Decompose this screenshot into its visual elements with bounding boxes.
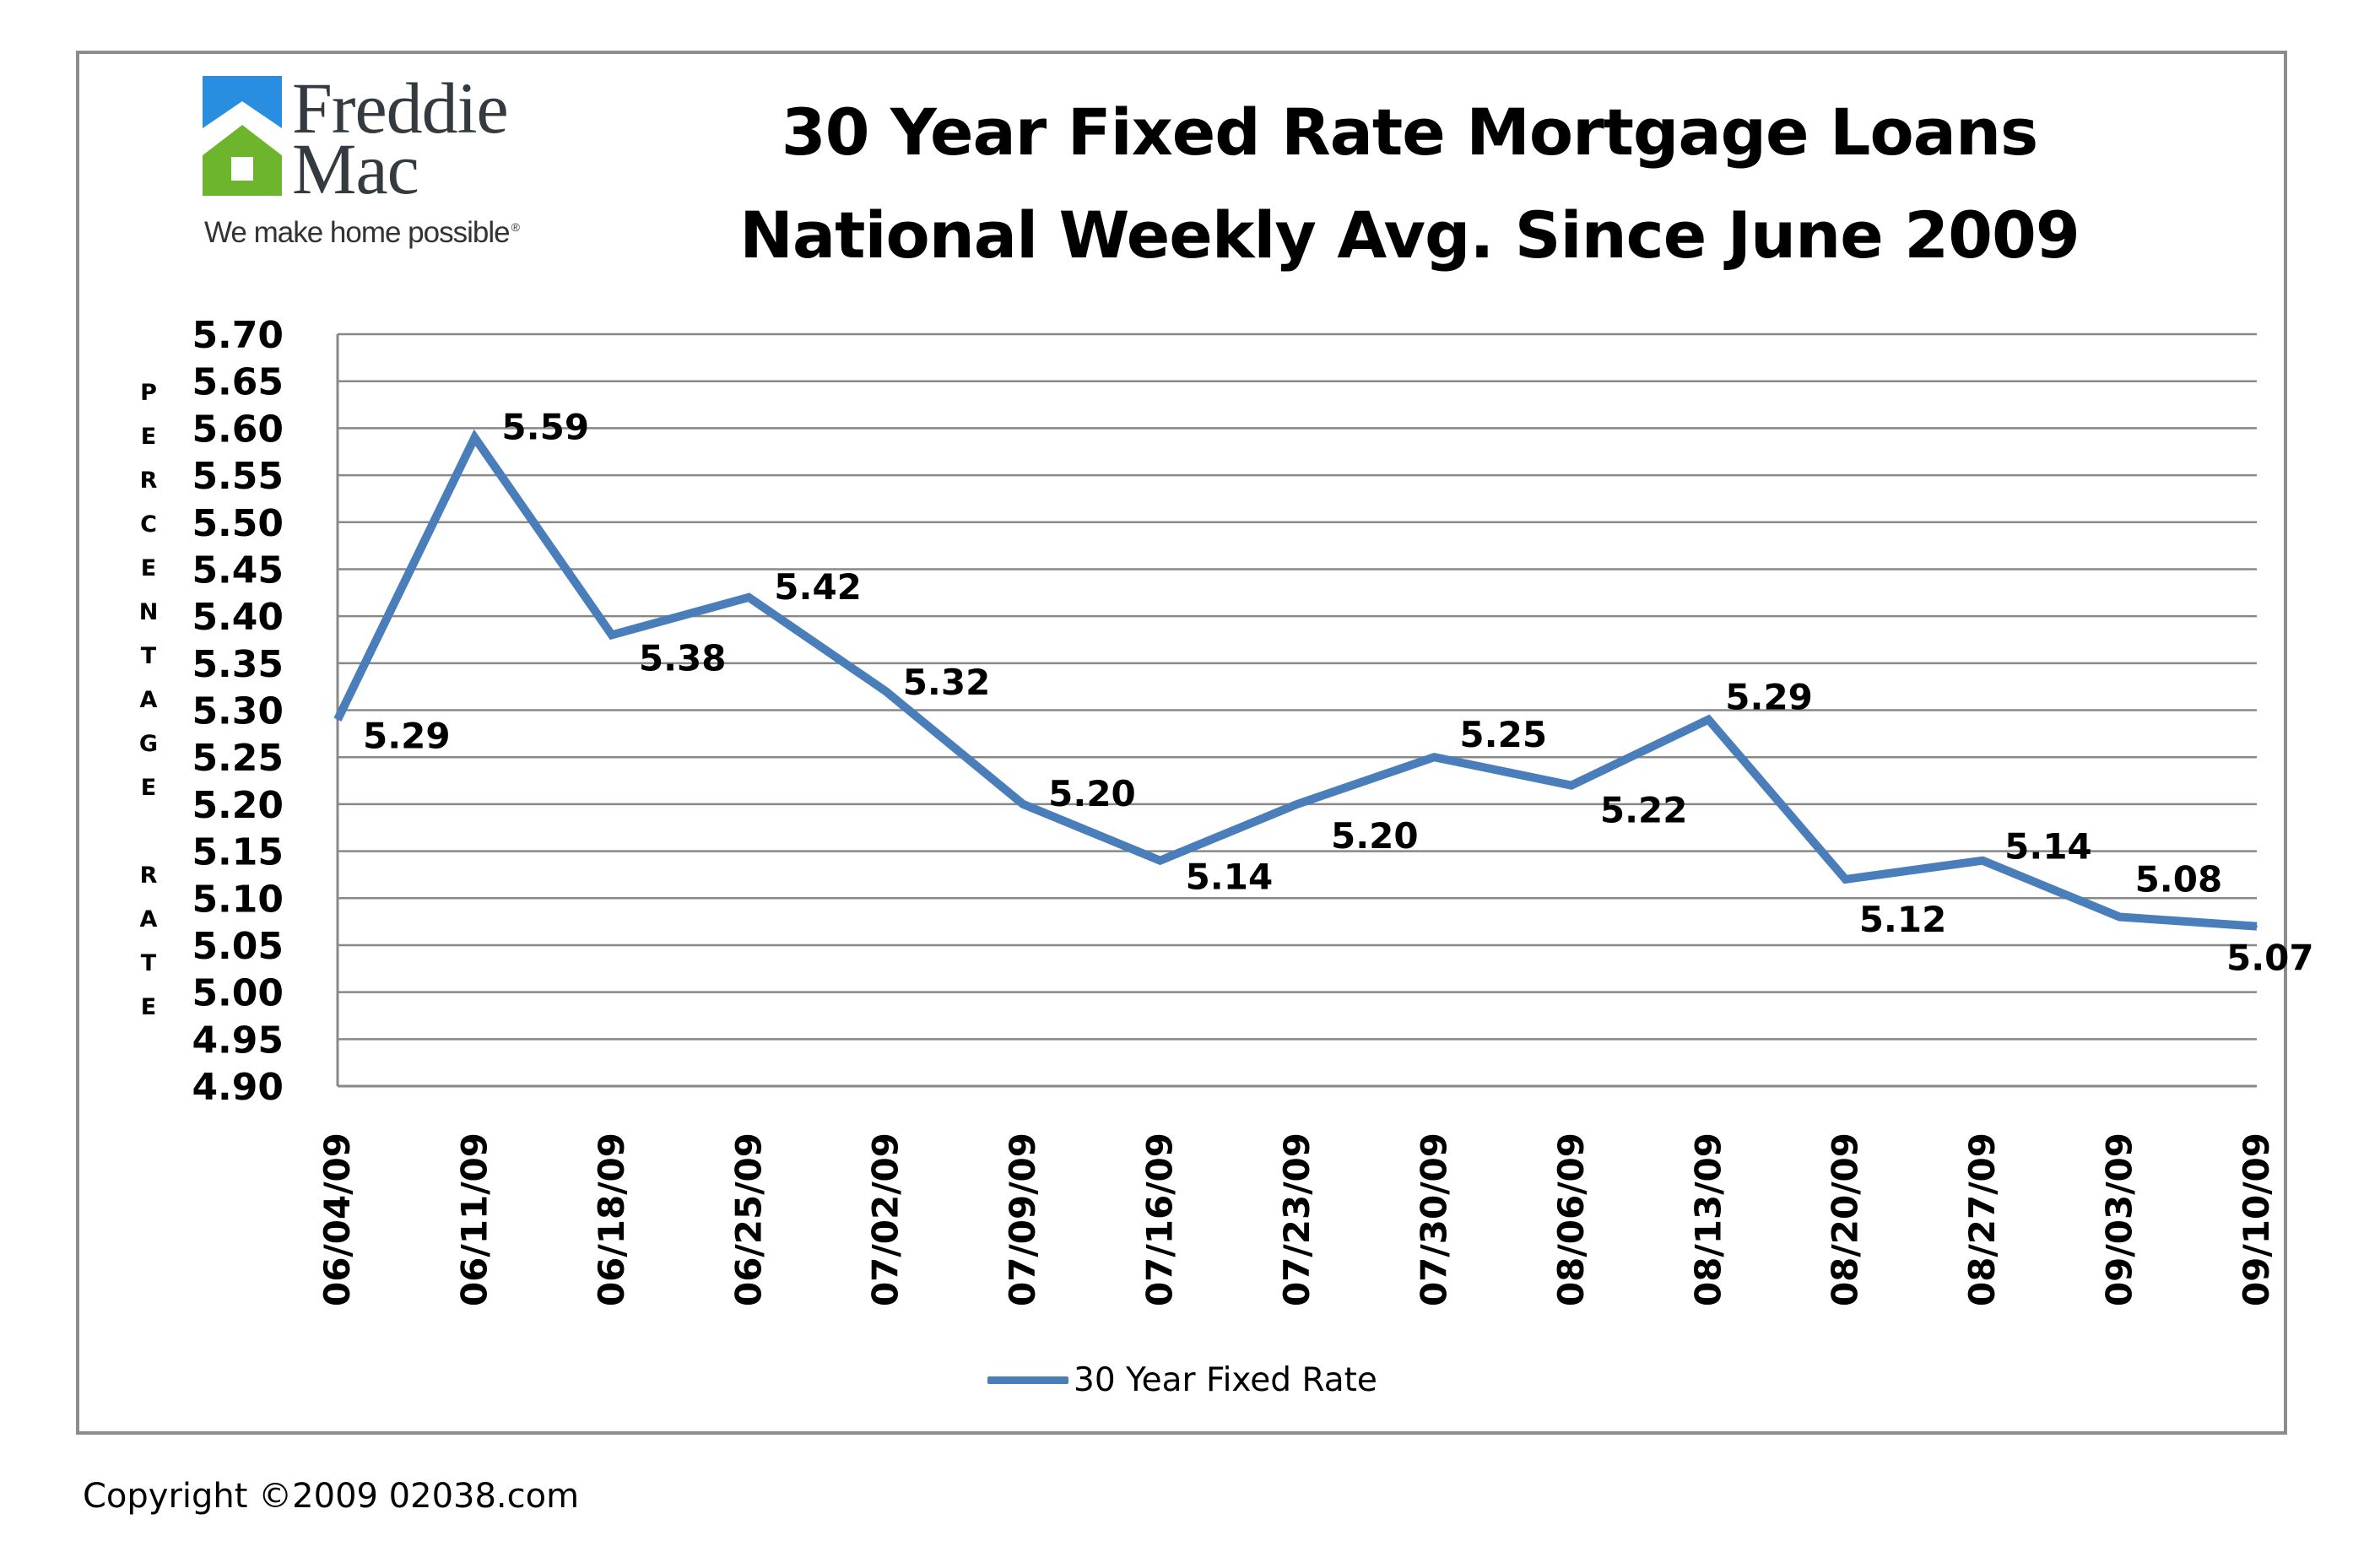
data-label: 5.32 <box>903 662 991 703</box>
logo-tagline: We make home possible ® <box>204 216 520 250</box>
chart-title-line2: National Weekly Avg. Since June 2009 <box>739 197 2080 273</box>
legend-label: 30 Year Fixed Rate <box>1074 1360 1377 1399</box>
chart-title-line1: 30 Year Fixed Rate Mortgage Loans <box>781 95 2039 170</box>
x-tick-label: 07/16/09 <box>1139 1133 1181 1306</box>
x-tick-label: 08/06/09 <box>1550 1133 1592 1306</box>
x-tick-label: 06/25/09 <box>728 1133 769 1306</box>
y-tick-label: 5.65 <box>192 361 284 404</box>
logo-name-line1: Freddie <box>292 68 509 149</box>
y-tick-labels: 4.904.955.005.055.105.155.205.255.305.35… <box>192 314 284 1109</box>
data-label: 5.29 <box>363 716 451 757</box>
y-tick-label: 5.35 <box>192 643 284 686</box>
y-tick-label: 4.95 <box>192 1019 284 1062</box>
data-label: 5.08 <box>2135 859 2223 900</box>
x-tick-label: 07/09/09 <box>1002 1133 1043 1306</box>
y-axis-label-letter: T <box>140 643 157 669</box>
data-point <box>2118 916 2121 918</box>
data-label: 5.22 <box>1600 790 1688 831</box>
logo-name-line2: Mac <box>292 128 419 209</box>
x-tick-label: 09/03/09 <box>2099 1133 2140 1306</box>
y-tick-label: 5.20 <box>192 784 284 827</box>
data-label: 5.59 <box>501 407 589 448</box>
copyright-text: Copyright ©2009 02038.com <box>83 1477 580 1516</box>
y-tick-label: 5.45 <box>192 549 284 592</box>
y-axis-label-letter: E <box>140 424 157 450</box>
gridlines <box>338 333 2257 1041</box>
data-label: 5.20 <box>1048 773 1136 814</box>
data-label: 5.29 <box>1725 677 1813 718</box>
logo-tagline-text: We make home possible <box>204 216 511 249</box>
x-tick-label: 08/20/09 <box>1825 1133 1866 1306</box>
data-point <box>1433 756 1436 759</box>
y-tick-label: 5.55 <box>192 455 284 498</box>
y-axis-label-letter: P <box>140 380 157 406</box>
data-label: 5.14 <box>1186 857 1274 898</box>
legend: 30 Year Fixed Rate <box>987 1359 1377 1401</box>
y-tick-label: 5.05 <box>192 925 284 968</box>
y-tick-label: 5.40 <box>192 596 284 639</box>
y-axis-label-letter: R <box>139 862 158 889</box>
y-tick-label: 5.50 <box>192 502 284 545</box>
y-axis-label-letter: C <box>140 511 157 538</box>
y-tick-label: 5.70 <box>192 314 284 357</box>
y-tick-label: 4.90 <box>192 1066 284 1109</box>
y-tick-label: 5.60 <box>192 408 284 451</box>
data-point <box>1296 803 1298 805</box>
data-label: 5.07 <box>2226 938 2314 979</box>
data-point <box>337 718 338 721</box>
y-axis-label-letter: E <box>140 994 157 1020</box>
data-point <box>1844 878 1847 880</box>
legend-swatch <box>987 1376 1068 1384</box>
y-axis-label-letter: R <box>139 468 158 494</box>
chart-frame <box>76 51 2287 1435</box>
data-point <box>1570 784 1572 787</box>
y-axis-label-letter: E <box>140 555 157 581</box>
data-label: 5.20 <box>1331 815 1419 857</box>
y-tick-label: 5.00 <box>192 972 284 1015</box>
y-axis-label-letter: A <box>139 906 158 933</box>
y-tick-label: 5.15 <box>192 831 284 874</box>
data-label: 5.42 <box>774 566 862 608</box>
data-point <box>1982 859 1984 862</box>
data-point <box>473 436 476 439</box>
x-tick-label: 07/23/09 <box>1276 1133 1317 1306</box>
data-point <box>2256 925 2258 927</box>
y-axis-label-letter: A <box>139 687 158 713</box>
data-label: 5.38 <box>639 637 727 679</box>
series-line-30-year-fixed-rate <box>333 429 2258 931</box>
data-point <box>1159 859 1161 862</box>
y-axis-label-letter: N <box>138 599 159 625</box>
data-label: 5.14 <box>2004 826 2092 868</box>
freddie-mac-logo: Freddie Mac We make home possible ® <box>203 68 641 260</box>
data-labels: 5.29 5.59 5.38 5.42 5.32 5.20 5.14 5.20 5.25 5.22… <box>363 407 2314 979</box>
data-point <box>1022 803 1025 805</box>
data-point <box>748 596 750 598</box>
x-tick-label: 06/04/09 <box>316 1133 358 1306</box>
series-layer <box>333 429 2258 931</box>
x-tick-label: 07/30/09 <box>1413 1133 1454 1306</box>
x-tick-label: 08/27/09 <box>1961 1133 2003 1306</box>
x-tick-label: 09/10/09 <box>2236 1133 2277 1306</box>
house-logo-icon <box>203 76 282 196</box>
x-tick-label: 06/18/09 <box>591 1133 632 1306</box>
y-tick-label: 5.30 <box>192 690 284 733</box>
y-axis-label-letter: G <box>138 731 159 757</box>
registered-mark: ® <box>511 220 520 235</box>
y-tick-label: 5.10 <box>192 878 284 921</box>
data-label: 5.12 <box>1859 899 1947 940</box>
data-point <box>610 634 613 636</box>
y-axis-label-letter: T <box>140 950 157 976</box>
data-label: 5.25 <box>1459 714 1547 755</box>
data-point <box>1707 718 1710 721</box>
x-tick-label: 07/02/09 <box>865 1133 906 1306</box>
x-tick-label: 08/13/09 <box>1687 1133 1728 1306</box>
data-point <box>884 690 887 693</box>
x-tick-labels: 06/04/09 06/11/09 06/18/09 06/25/09 07/02/09… <box>316 1133 2277 1306</box>
y-tick-label: 5.25 <box>192 737 284 780</box>
y-axis-label-letter: E <box>140 775 157 801</box>
x-tick-label: 06/11/09 <box>453 1133 495 1306</box>
